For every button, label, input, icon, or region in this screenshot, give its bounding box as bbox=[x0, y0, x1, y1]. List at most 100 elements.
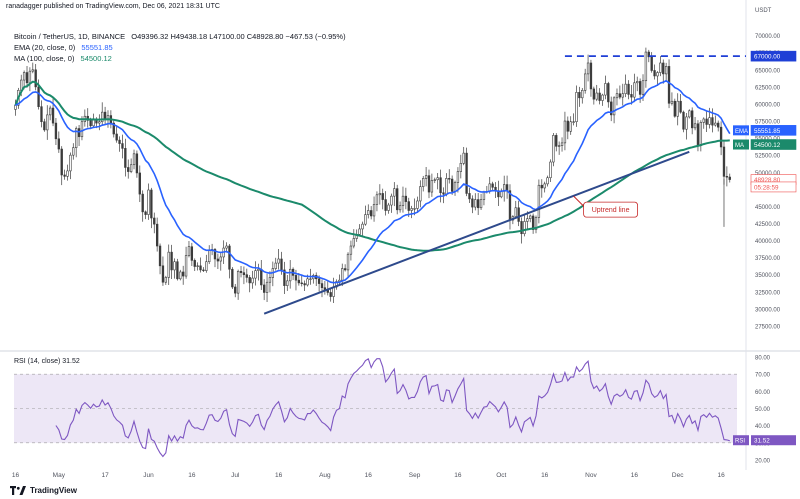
candle-body bbox=[390, 195, 393, 206]
candle-body bbox=[479, 199, 483, 209]
candle-body bbox=[702, 118, 705, 123]
candle-body bbox=[297, 279, 301, 284]
candle-body bbox=[410, 208, 413, 211]
candle-body bbox=[248, 277, 251, 284]
candle-body bbox=[520, 221, 523, 235]
price-label-ema: 55551.85 bbox=[754, 128, 781, 135]
candle-body bbox=[526, 218, 529, 222]
candle-body bbox=[549, 161, 552, 179]
tradingview-logo-icon bbox=[10, 486, 26, 495]
candle-body bbox=[514, 207, 517, 217]
candle-body bbox=[543, 183, 546, 189]
candle-body bbox=[422, 178, 425, 187]
indicators: Uptrend line bbox=[14, 55, 746, 315]
candle-body bbox=[618, 93, 622, 98]
candle-body bbox=[378, 193, 382, 196]
candle-body bbox=[164, 277, 167, 283]
price-tag-box bbox=[733, 125, 749, 136]
candle-body bbox=[239, 270, 243, 273]
candle-body bbox=[627, 83, 630, 95]
candle-body bbox=[63, 174, 66, 177]
candle-body bbox=[653, 70, 656, 77]
candle-body bbox=[135, 153, 139, 174]
main-grid bbox=[0, 0, 800, 470]
candle-body bbox=[641, 80, 645, 95]
candle-body bbox=[147, 189, 150, 215]
price-tick-label: 30000.00 bbox=[755, 307, 781, 313]
candle-body bbox=[20, 79, 23, 91]
ma-legend[interactable]: MA (100, close, 0) 54500.12 bbox=[14, 54, 112, 63]
time-tick-label: 16 bbox=[275, 472, 283, 479]
candle-body bbox=[372, 204, 376, 217]
candle-body bbox=[251, 277, 254, 284]
candle-body bbox=[586, 62, 590, 75]
candle-body bbox=[624, 83, 627, 95]
candle-body bbox=[317, 278, 321, 284]
candle-body bbox=[659, 62, 662, 73]
candle-body bbox=[705, 118, 708, 125]
candle-body bbox=[592, 88, 596, 100]
candle-body bbox=[647, 51, 650, 58]
tradingview-footer[interactable]: TradingView bbox=[10, 486, 77, 495]
price-tick-label: 40000.00 bbox=[755, 239, 781, 245]
price-tick-label: 50000.00 bbox=[755, 171, 781, 177]
time-tick-label: Aug bbox=[319, 472, 331, 479]
time-tick-label: 16 bbox=[717, 472, 725, 479]
candle-body bbox=[138, 172, 141, 195]
candle-body bbox=[277, 258, 280, 264]
candle-body bbox=[615, 93, 619, 99]
rsi-tag-box bbox=[733, 435, 749, 446]
candle-body bbox=[664, 66, 668, 75]
candle-body bbox=[662, 62, 665, 75]
rsi-tick-label: 20.00 bbox=[755, 459, 771, 465]
time-tick-label: Sep bbox=[409, 472, 421, 479]
candle-body bbox=[127, 167, 130, 172]
candle-body bbox=[459, 163, 462, 172]
price-tick-label: 57500.00 bbox=[755, 120, 781, 126]
candle-body bbox=[578, 92, 581, 99]
candle-body bbox=[121, 143, 124, 149]
rsi-tick-label: 80.00 bbox=[755, 356, 771, 362]
annotation-box bbox=[583, 201, 639, 218]
price-label-box bbox=[750, 139, 797, 150]
candle-body bbox=[531, 215, 535, 230]
candle-body bbox=[471, 198, 474, 208]
candle-body bbox=[173, 261, 176, 271]
price-tick-label: 60000.00 bbox=[755, 102, 781, 108]
candle-body bbox=[725, 176, 729, 178]
candle-body bbox=[153, 217, 156, 225]
candle-body bbox=[283, 269, 286, 286]
candle-body bbox=[436, 177, 439, 181]
time-tick-label: Jun bbox=[143, 472, 154, 479]
price-label-ma: 54500.12 bbox=[754, 142, 781, 149]
candle-body bbox=[465, 152, 468, 194]
candle-body bbox=[48, 107, 52, 116]
ema20-line bbox=[15, 79, 731, 284]
candle-body bbox=[575, 92, 578, 123]
candle-body bbox=[364, 214, 367, 225]
candle-body bbox=[245, 274, 248, 278]
candle-body bbox=[352, 238, 355, 247]
candle-body bbox=[31, 69, 34, 72]
candle-body bbox=[225, 245, 228, 249]
candle-body bbox=[219, 256, 222, 262]
candle-body bbox=[708, 117, 711, 125]
price-tick-label: 70000.00 bbox=[755, 34, 781, 40]
candle-body bbox=[630, 94, 633, 98]
candle-body bbox=[262, 284, 266, 293]
price-tick-label: 45000.00 bbox=[755, 205, 781, 211]
price-label-countdown: 05:28:59 bbox=[754, 184, 779, 191]
publisher-line: ranadagger published on TradingView.com,… bbox=[6, 3, 220, 10]
candle-body bbox=[638, 81, 642, 95]
candle-body bbox=[37, 86, 40, 107]
ema-legend[interactable]: EMA (20, close, 0) 55551.85 bbox=[14, 43, 113, 52]
candle-body bbox=[381, 193, 384, 200]
price-axis: 70000.0067500.0065000.0062500.0060000.00… bbox=[733, 8, 797, 465]
candle-body bbox=[401, 195, 405, 207]
candle-body bbox=[361, 223, 364, 230]
candle-body bbox=[242, 272, 246, 276]
candle-body bbox=[714, 122, 717, 126]
time-tick-label: Dec bbox=[672, 472, 684, 479]
candle-body bbox=[424, 175, 428, 179]
